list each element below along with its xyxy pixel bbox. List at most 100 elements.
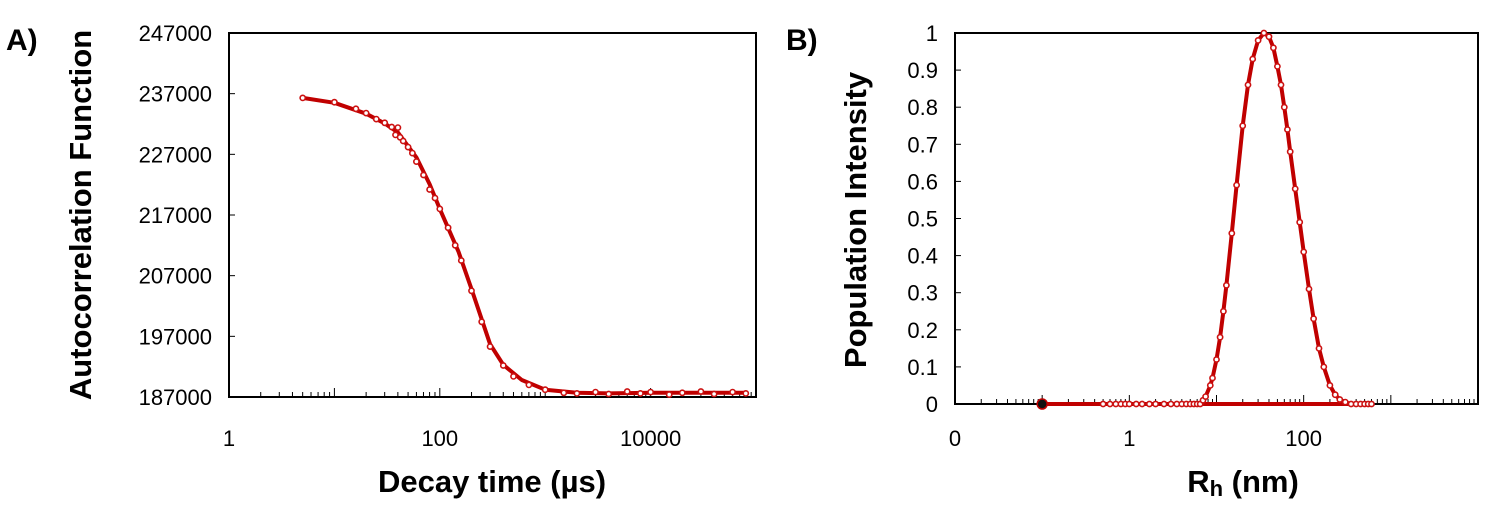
panel-b-x-tick-label: 1 <box>1123 426 1135 451</box>
panel-b-data-point <box>1160 400 1168 408</box>
panel-a-data-point <box>436 205 444 213</box>
panel-a-y-axis-title: Autocorrelation Function <box>63 30 98 400</box>
panel-a-data-point <box>468 287 475 295</box>
panel-b-y-tick-label: 0.6 <box>907 169 938 194</box>
panel-a-data-point <box>412 158 420 165</box>
panel-b-y-tick-label: 0.3 <box>907 281 938 306</box>
panel-b-origin-dot <box>1036 398 1048 410</box>
panel-b-data-point <box>1274 63 1281 70</box>
panel-b-data-point <box>1216 333 1224 341</box>
panel-b-data-point <box>1284 126 1291 133</box>
panel-b-data-point <box>1146 400 1153 408</box>
panel-a-x-tick-label: 10000 <box>620 426 681 451</box>
panel-a-data-point <box>394 124 402 131</box>
panel-b-data-point <box>1280 103 1288 111</box>
panel-b-data-point <box>1206 381 1214 389</box>
panel-b-y-tick-label: 0 <box>926 392 938 417</box>
panel-b-x-tick-label: 0 <box>949 426 961 451</box>
panel-b-data-point <box>1291 185 1299 193</box>
panel-b-data-point <box>1244 81 1252 89</box>
panel-a-series <box>299 94 750 398</box>
panel-a-y-tick-label: 227000 <box>139 142 212 167</box>
panel-a-data-point <box>573 389 581 397</box>
panel-b-data-point <box>1260 29 1268 37</box>
panel-b-data-point <box>1286 148 1294 156</box>
panel-a-y-tick-label: 247000 <box>139 21 212 46</box>
panel-b-data-point <box>1223 281 1230 289</box>
panel-b-data-point <box>1220 307 1227 315</box>
panel-b-data-point <box>1202 393 1209 400</box>
panel-a-data-point <box>623 388 631 395</box>
panel-b-y-tick-label: 0.2 <box>907 318 938 343</box>
panel-b-data-point <box>1099 400 1107 408</box>
panel-b-data-point <box>1228 229 1236 237</box>
panel-b-data-point <box>1331 391 1339 399</box>
panel-a-data-point <box>372 115 380 123</box>
panel-b-data-point <box>1300 248 1308 256</box>
panel-a-data-point <box>420 171 427 179</box>
panel-a-data-point <box>710 390 718 398</box>
panel-a-data-point <box>399 137 407 145</box>
panel-b-data-point <box>1296 218 1304 226</box>
panel-b-data-point <box>1152 400 1159 408</box>
panel-a-data-point <box>444 224 452 232</box>
panel-a-data-point <box>541 386 549 394</box>
panel-a-label: A) <box>6 24 38 57</box>
panel-b-data-point <box>1305 285 1313 293</box>
panel-a-y-tick-label: 237000 <box>139 82 212 107</box>
panel-b-data-point <box>1336 396 1344 403</box>
panel-b-label: B) <box>786 24 818 57</box>
panel-b-data-point <box>1125 400 1133 408</box>
panel-b-distribution-line <box>1103 31 1372 406</box>
panel-a-data-point <box>408 149 416 157</box>
panel-b-y-tick-label: 0.4 <box>907 244 938 269</box>
panel-b-data-point <box>1277 81 1285 89</box>
panel-b-data-point <box>1167 400 1175 408</box>
panel-a-y-tick-label: 207000 <box>139 264 212 289</box>
panel-a-data-point <box>431 194 439 202</box>
panel-b-y-tick-label: 1 <box>926 21 938 46</box>
panel-b-data-point <box>1233 181 1240 189</box>
panel-b-data-point <box>1254 37 1262 44</box>
panel-b-y-axis-title: Population Intensity <box>838 71 873 368</box>
panel-b-x-axis-title-subscript: h <box>1210 476 1223 501</box>
panel-a-data-point <box>352 105 360 113</box>
panel-a-x-axis-title: Decay time (µs) <box>378 464 606 499</box>
panel-a-data-point <box>637 389 644 397</box>
panel-a-data-point <box>525 381 533 389</box>
panel-a-data-point <box>742 389 750 397</box>
panel-a: A) 187000 197000 207000 217000 227000 237000 2… <box>6 21 757 499</box>
panel-b-data-point <box>1310 315 1317 323</box>
panel-b-data-point <box>1341 398 1349 406</box>
panel-a-data-point <box>457 257 465 264</box>
panel-a-fit-line <box>302 95 746 396</box>
panel-a-x-tick-label: 100 <box>421 426 458 451</box>
panel-b-series <box>1036 29 1375 410</box>
panel-a-y-tick-label: 197000 <box>139 324 212 349</box>
panel-a-data-point <box>478 318 486 326</box>
panel-a-data-point <box>426 186 433 193</box>
panel-b-y-tick-labels: 0 0.1 0.2 0.3 0.4 0.5 0.6 0.7 0.8 0.9 1 <box>907 21 961 417</box>
panel-b-data-point <box>1326 381 1334 389</box>
panel-a-plot-frame <box>228 32 757 398</box>
panel-b-x-axis-title: Rh (nm) <box>1187 464 1299 501</box>
panel-b-data-point <box>1315 344 1323 352</box>
panel-b-data-point <box>1132 400 1140 408</box>
panel-a-data-point <box>592 388 599 396</box>
panel-a-y-tick-label: 187000 <box>139 385 212 410</box>
panel-a-y-tick-labels: 187000 197000 207000 217000 227000 237000 2470… <box>139 21 235 410</box>
panel-a-data-point <box>299 94 307 102</box>
panel-a-x-tick-label: 1 <box>223 426 235 451</box>
panel-a-data-point <box>647 388 654 396</box>
panel-a-data-point <box>486 343 494 350</box>
panel-b-x-axis-title-main: R <box>1187 464 1209 499</box>
panel-b-data-point <box>1265 33 1273 41</box>
panel-a-data-point <box>499 362 507 369</box>
panel-a-data-point <box>560 389 568 397</box>
panel-a-data-point <box>605 390 613 398</box>
panel-b-data-point <box>1239 122 1247 130</box>
panel-b-data-point <box>1209 374 1216 382</box>
panel-b-x-axis-title-units: (nm) <box>1223 464 1299 499</box>
panel-b-data-point <box>1368 400 1375 408</box>
